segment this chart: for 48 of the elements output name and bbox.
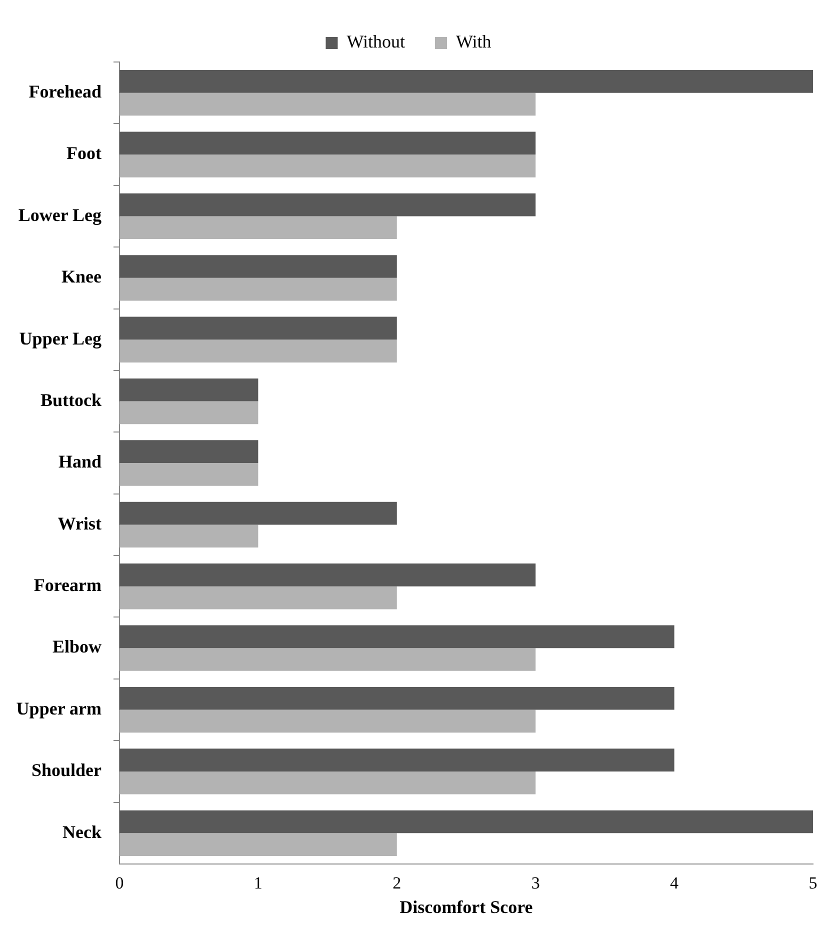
y-tick-label: Foot [66,143,102,164]
y-tick-label: Forehead [28,82,102,102]
bar [119,92,536,116]
bar [119,193,536,216]
bar [119,154,536,178]
bar [119,378,258,402]
x-tick-label: 3 [531,874,540,893]
bar [119,686,674,710]
bar [119,771,536,794]
y-tick-label: Buttock [40,390,102,410]
bar [119,564,536,586]
bar [119,316,397,340]
bar [119,216,397,240]
x-tick-label: 1 [254,874,262,893]
x-tick-label: 5 [808,874,818,893]
bar [119,625,674,648]
y-tick-label: Shoulder [31,760,102,780]
bar [119,748,674,772]
bar [119,255,397,278]
legend-label: Without [346,32,406,52]
legend-label: With [456,32,492,52]
y-tick-label: Neck [62,822,102,842]
bar [119,710,536,733]
bar [119,401,258,424]
bar [119,524,258,548]
x-tick-label: 2 [392,874,402,893]
y-tick-label: Elbow [52,636,102,657]
bar [119,463,258,486]
x-axis-title: Discomfort Score [400,896,533,917]
bar [119,132,536,155]
bar [119,810,813,834]
bar [119,648,536,671]
y-tick-label: Hand [58,452,102,472]
y-tick-label: Upper arm [16,698,102,718]
y-tick-label: Upper Leg [19,328,102,348]
x-tick-label: 4 [670,874,680,893]
y-tick-label: Wrist [58,513,102,534]
x-tick-label: 0 [115,874,124,893]
bar [119,586,397,610]
y-tick-label: Forearm [34,575,102,596]
bar [119,502,397,525]
bar [119,833,397,856]
y-tick-label: Lower Leg [18,204,102,225]
y-tick-label: Knee [61,266,102,287]
bar [119,278,397,301]
bar [119,440,258,463]
bar [119,340,397,362]
bar [119,70,813,93]
